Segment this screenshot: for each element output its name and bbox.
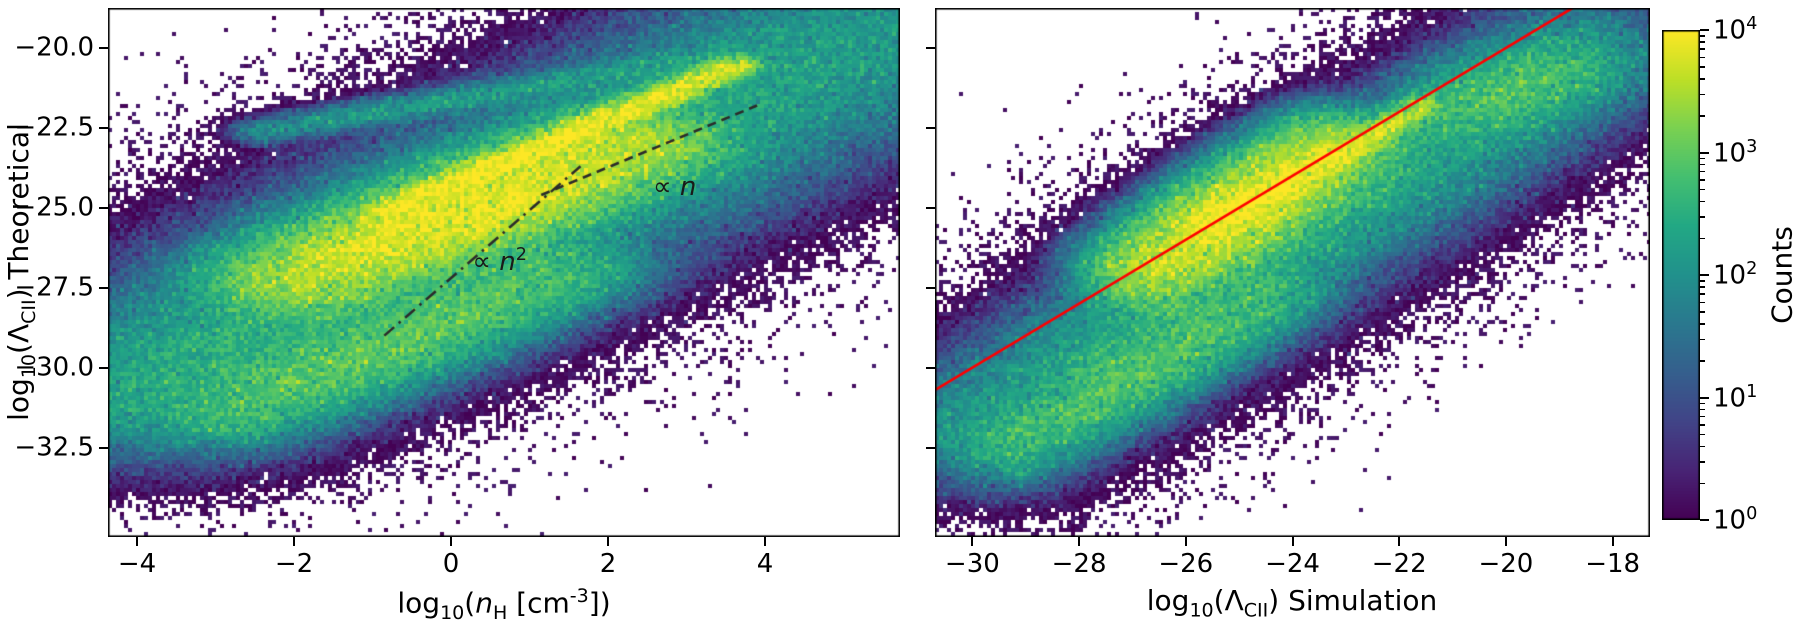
colorbar-minor-tick-mark: [1700, 409, 1705, 411]
colorbar: [1662, 30, 1700, 520]
colorbar-minor-tick-mark: [1700, 94, 1705, 96]
x-tick-mark: [1185, 537, 1187, 546]
colorbar-minor-tick-mark: [1700, 189, 1705, 191]
colorbar-minor-tick-mark: [1700, 403, 1705, 405]
colorbar-minor-tick-mark: [1700, 201, 1705, 203]
colorbar-minor-tick-mark: [1700, 434, 1705, 436]
colorbar-minor-tick-mark: [1700, 311, 1705, 313]
colorbar-minor-tick-mark: [1700, 293, 1705, 295]
figure: −4 −2 0 2 4 −20.0 −22.5 −25.0 −27.5 −30.0 −32.5 ∝ n…: [0, 0, 1820, 638]
x-tick-mark: [1292, 537, 1294, 546]
y-tick-label: −32.5: [14, 434, 94, 461]
x-tick-label: 4: [757, 551, 774, 578]
y-axis-label: log10(ΛCII) Theoretical: [4, 123, 40, 421]
y-tick-label: −20.0: [14, 34, 94, 61]
colorbar-minor-tick-mark: [1700, 416, 1705, 418]
y-tick-mark: [926, 207, 935, 209]
colorbar-minor-tick-mark: [1700, 179, 1705, 181]
colorbar-tick-mark: [1700, 29, 1709, 31]
x-tick-mark: [764, 537, 766, 546]
colorbar-minor-tick-mark: [1700, 280, 1705, 282]
x-tick-mark: [607, 537, 609, 546]
left-density-heatmap-canvas: [108, 8, 900, 537]
x-tick-label: −22: [1372, 551, 1427, 578]
colorbar-tick-mark: [1700, 274, 1709, 276]
y-tick-mark: [926, 127, 935, 129]
colorbar-minor-tick-mark: [1700, 323, 1705, 325]
x-tick-mark: [1398, 537, 1400, 546]
x-tick-label: −2: [275, 551, 313, 578]
colorbar-minor-tick-mark: [1700, 216, 1705, 218]
x-tick-label: 2: [600, 551, 617, 578]
y-tick-mark: [99, 127, 108, 129]
colorbar-minor-tick-mark: [1700, 57, 1705, 59]
x-tick-mark: [1505, 537, 1507, 546]
colorbar-minor-tick-mark: [1700, 339, 1705, 341]
colorbar-tick-label: 101: [1713, 383, 1757, 413]
x-tick-label: −30: [945, 551, 1000, 578]
colorbar-minor-tick-mark: [1700, 35, 1705, 37]
x-tick-mark: [1612, 537, 1614, 546]
colorbar-minor-tick-mark: [1700, 158, 1705, 160]
x-tick-mark: [136, 537, 138, 546]
colorbar-minor-tick-mark: [1700, 41, 1705, 43]
y-tick-mark: [99, 47, 108, 49]
colorbar-tick-mark: [1700, 519, 1709, 521]
y-tick-mark: [99, 447, 108, 449]
colorbar-minor-tick-mark: [1700, 461, 1705, 463]
colorbar-tick-mark: [1700, 152, 1709, 154]
y-tick-mark: [926, 447, 935, 449]
x-tick-label: −26: [1158, 551, 1213, 578]
x-tick-mark: [293, 537, 295, 546]
colorbar-minor-tick-mark: [1700, 302, 1705, 304]
x-tick-label: −18: [1585, 551, 1640, 578]
colorbar-tick-label: 104: [1713, 15, 1757, 45]
colorbar-tick-label: 100: [1713, 505, 1757, 535]
x-tick-label: −20: [1478, 551, 1533, 578]
colorbar-minor-tick-mark: [1700, 164, 1705, 166]
x-tick-mark: [971, 537, 973, 546]
y-tick-mark: [99, 367, 108, 369]
x-tick-label: 0: [443, 551, 460, 578]
y-tick-mark: [926, 47, 935, 49]
x-tick-mark: [450, 537, 452, 546]
colorbar-minor-tick-mark: [1700, 238, 1705, 240]
y-tick-mark: [99, 287, 108, 289]
colorbar-minor-tick-mark: [1700, 115, 1705, 117]
left-x-axis-label: log10(nH [cm-3]): [397, 586, 610, 624]
colorbar-minor-tick-mark: [1700, 360, 1705, 362]
y-tick-mark: [99, 207, 108, 209]
colorbar-tick-label: 102: [1713, 260, 1757, 290]
colorbar-tick-label: 103: [1713, 138, 1757, 168]
colorbar-minor-tick-mark: [1700, 424, 1705, 426]
colorbar-minor-tick-mark: [1700, 286, 1705, 288]
y-tick-mark: [926, 287, 935, 289]
colorbar-tick-mark: [1700, 397, 1709, 399]
x-tick-label: −28: [1052, 551, 1107, 578]
left-plot-area: [108, 8, 900, 537]
colorbar-minor-tick-mark: [1700, 446, 1705, 448]
y-tick-mark: [926, 367, 935, 369]
colorbar-label: Counts: [1766, 226, 1799, 324]
right-density-heatmap-canvas: [935, 8, 1650, 537]
colorbar-minor-tick-mark: [1700, 483, 1705, 485]
x-tick-label: −24: [1265, 551, 1320, 578]
colorbar-gradient: [1662, 30, 1700, 520]
colorbar-minor-tick-mark: [1700, 171, 1705, 173]
x-tick-label: −4: [118, 551, 156, 578]
colorbar-minor-tick-mark: [1700, 66, 1705, 68]
colorbar-minor-tick-mark: [1700, 78, 1705, 80]
colorbar-minor-tick-mark: [1700, 48, 1705, 50]
right-plot-area: [935, 8, 1650, 537]
x-tick-mark: [1078, 537, 1080, 546]
right-x-axis-label: log10(ΛCII) Simulation: [1147, 586, 1437, 622]
